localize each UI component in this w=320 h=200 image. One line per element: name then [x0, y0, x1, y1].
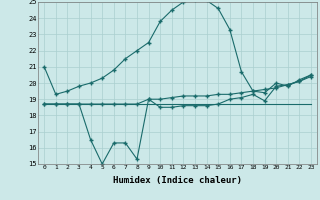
- X-axis label: Humidex (Indice chaleur): Humidex (Indice chaleur): [113, 176, 242, 185]
